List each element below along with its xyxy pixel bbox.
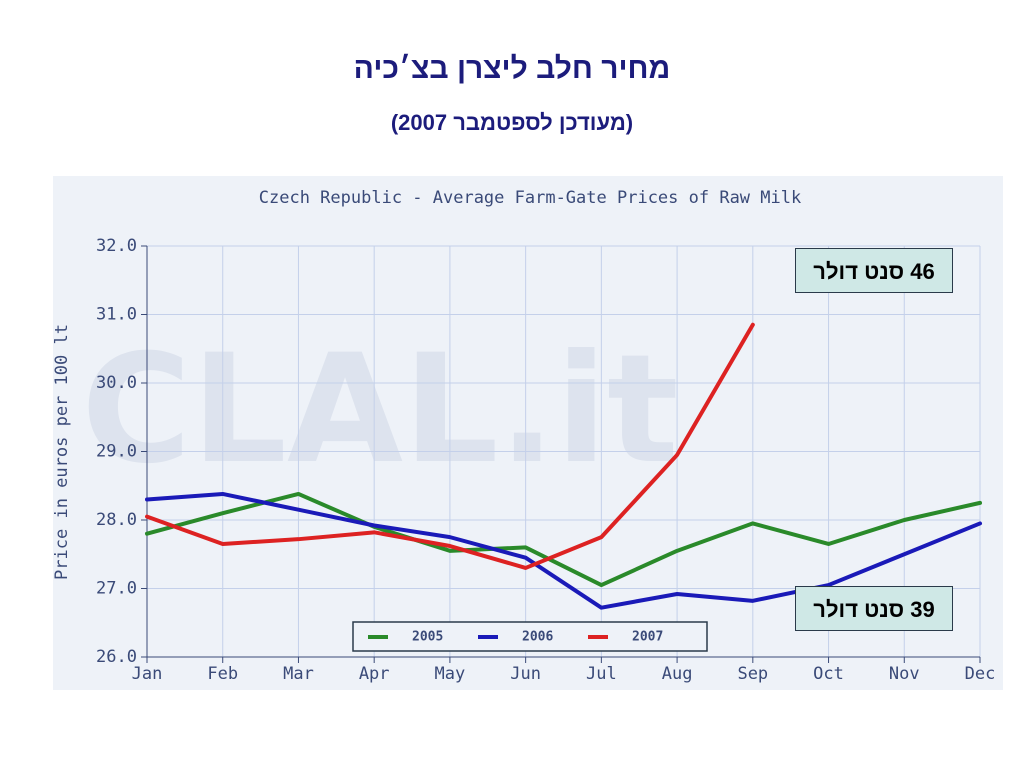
x-tick-label: Jun [510,664,541,684]
series-line [145,491,982,610]
series-line [145,491,982,588]
x-tick-label: Feb [207,664,238,684]
y-tick-label: 29.0 [96,442,137,462]
x-tick-label: Jul [586,664,617,684]
y-tick-label: 27.0 [96,579,137,599]
x-tick-label: Jan [132,664,163,684]
x-tick-label: Aug [662,664,693,684]
annotation: 46 סנט דולר [795,248,953,293]
legend-label: 2007 [632,630,663,645]
y-tick-label: 31.0 [96,305,137,325]
legend [352,621,708,652]
legend-label: 2006 [522,630,553,645]
y-tick-label: 28.0 [96,510,137,530]
x-tick-label: Nov [889,664,920,684]
watermark: CLAL.it [81,323,678,497]
x-tick-label: May [435,664,466,684]
x-tick-label: Dec [965,664,996,684]
slide-title: מחיר חלב ליצרן בצ׳כיה [353,52,671,85]
x-tick-label: Mar [283,664,314,684]
x-tick-label: Apr [359,664,390,684]
y-tick-label: 26.0 [96,647,137,667]
annotation: 39 סנט דולר [795,586,953,631]
legend-label: 2005 [412,630,443,645]
x-tick-label: Sep [737,664,768,684]
y-tick-label: 30.0 [96,373,137,393]
y-tick-label: 32.0 [96,236,137,256]
y-axis-label: Price in euros per 100 lt [52,324,72,580]
series-line [145,322,755,570]
chart-title: Czech Republic - Average Farm-Gate Price… [259,188,801,208]
slide-subtitle: (מעודכן לספטמבר 2007) [390,110,634,135]
x-tick-label: Oct [813,664,844,684]
